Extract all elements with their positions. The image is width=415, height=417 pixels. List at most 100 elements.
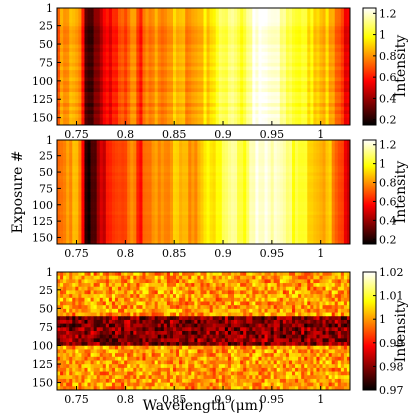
heatmap-cell bbox=[346, 66, 351, 71]
heatmap-cell bbox=[118, 188, 122, 193]
heatmap-cell bbox=[243, 29, 247, 34]
heatmap-cell bbox=[267, 92, 271, 97]
heatmap-cell bbox=[105, 110, 110, 115]
heatmap-cell bbox=[264, 66, 268, 71]
heatmap-cell bbox=[218, 110, 223, 115]
heatmap-cell bbox=[295, 88, 299, 93]
heatmap-cell bbox=[288, 182, 293, 186]
heatmap-cell bbox=[151, 22, 156, 27]
heatmap-cell bbox=[288, 37, 293, 42]
heatmap-cell bbox=[279, 95, 284, 100]
heatmap-cell bbox=[270, 88, 275, 93]
heatmap-cell bbox=[118, 195, 122, 199]
heatmap-cell bbox=[252, 117, 256, 122]
heatmap-cell bbox=[334, 192, 339, 196]
heatmap-cell bbox=[130, 8, 134, 13]
heatmap-cell bbox=[185, 44, 189, 49]
heatmap-cell bbox=[273, 55, 278, 60]
heatmap-cell bbox=[206, 66, 210, 71]
heatmap-cell bbox=[279, 172, 284, 177]
heatmap-cell bbox=[264, 48, 268, 53]
heatmap-cell bbox=[185, 185, 189, 190]
heatmap-cell bbox=[237, 117, 241, 122]
heatmap-cell bbox=[218, 195, 223, 199]
heatmap-cell bbox=[252, 11, 256, 16]
heatmap-cell bbox=[267, 156, 271, 160]
heatmap-cell bbox=[334, 156, 339, 160]
heatmap-cell bbox=[84, 179, 88, 183]
heatmap-cell bbox=[136, 195, 140, 199]
heatmap-cell bbox=[298, 11, 302, 16]
heatmap-cell bbox=[316, 84, 320, 89]
heatmap-cell bbox=[194, 110, 198, 115]
heatmap-cell bbox=[328, 62, 333, 67]
heatmap-cell bbox=[237, 185, 241, 190]
heatmap-cell bbox=[191, 11, 195, 16]
heatmap-cell bbox=[224, 172, 229, 177]
heatmap-cell bbox=[328, 51, 333, 56]
heatmap-cell bbox=[252, 106, 256, 111]
heatmap-cell bbox=[111, 182, 116, 186]
heatmap-cell bbox=[325, 110, 329, 115]
heatmap-cell bbox=[221, 192, 226, 196]
heatmap-cell bbox=[215, 182, 220, 186]
heatmap-cell bbox=[99, 162, 104, 167]
heatmap-cell bbox=[346, 18, 351, 23]
heatmap-cell bbox=[307, 84, 311, 89]
heatmap-cell bbox=[133, 77, 137, 82]
heatmap-cell bbox=[234, 175, 238, 180]
heatmap-cell bbox=[66, 156, 70, 160]
heatmap-cell bbox=[288, 48, 293, 53]
heatmap-cell bbox=[322, 22, 326, 27]
heatmap-cell bbox=[340, 149, 345, 154]
heatmap-cell bbox=[105, 70, 110, 75]
heatmap-cell bbox=[246, 149, 250, 154]
heatmap-cell bbox=[145, 198, 149, 203]
heatmap-cell bbox=[325, 117, 329, 122]
heatmap-cell bbox=[179, 48, 183, 53]
heatmap-cell bbox=[84, 95, 88, 100]
heatmap-cell bbox=[93, 48, 98, 53]
heatmap-cell bbox=[72, 37, 76, 42]
heatmap-cell bbox=[163, 162, 168, 167]
heatmap-cell bbox=[328, 8, 333, 13]
heatmap-cell bbox=[203, 8, 207, 13]
heatmap-cell bbox=[84, 149, 88, 154]
heatmap-cell bbox=[169, 143, 174, 147]
heatmap-cell bbox=[237, 18, 241, 23]
heatmap-cell bbox=[322, 66, 326, 71]
heatmap-cell bbox=[194, 192, 198, 196]
heatmap-cell bbox=[136, 92, 140, 97]
heatmap-cell bbox=[176, 192, 180, 196]
heatmap-cell bbox=[127, 88, 131, 93]
heatmap-cell bbox=[200, 175, 204, 180]
heatmap-cell bbox=[96, 114, 101, 119]
heatmap-cell bbox=[176, 33, 180, 38]
heatmap-cell bbox=[136, 198, 140, 203]
x-tick-label: 0.8 bbox=[117, 128, 135, 141]
heatmap-cell bbox=[72, 198, 76, 203]
heatmap-cell bbox=[93, 44, 98, 49]
heatmap-cell bbox=[60, 44, 64, 49]
heatmap-cell bbox=[276, 146, 281, 151]
heatmap-cell bbox=[328, 84, 333, 89]
heatmap-cell bbox=[234, 8, 238, 13]
heatmap-cell bbox=[124, 95, 128, 100]
heatmap-cell bbox=[273, 48, 278, 53]
heatmap-cell bbox=[102, 44, 107, 49]
heatmap-cell bbox=[157, 121, 162, 126]
heatmap-cell bbox=[276, 117, 281, 122]
heatmap-cell bbox=[276, 99, 281, 104]
heatmap-cell bbox=[212, 149, 217, 154]
heatmap-cell bbox=[261, 66, 265, 71]
heatmap-cell bbox=[234, 156, 238, 160]
heatmap-cell bbox=[93, 26, 98, 31]
heatmap-cell bbox=[249, 51, 253, 56]
heatmap-cell bbox=[285, 37, 290, 42]
heatmap-cell bbox=[136, 192, 140, 196]
heatmap-cell bbox=[301, 51, 305, 56]
heatmap-cell bbox=[75, 201, 79, 206]
heatmap-cell bbox=[234, 95, 238, 100]
heatmap-cell bbox=[264, 179, 268, 183]
heatmap-cell bbox=[130, 33, 134, 38]
